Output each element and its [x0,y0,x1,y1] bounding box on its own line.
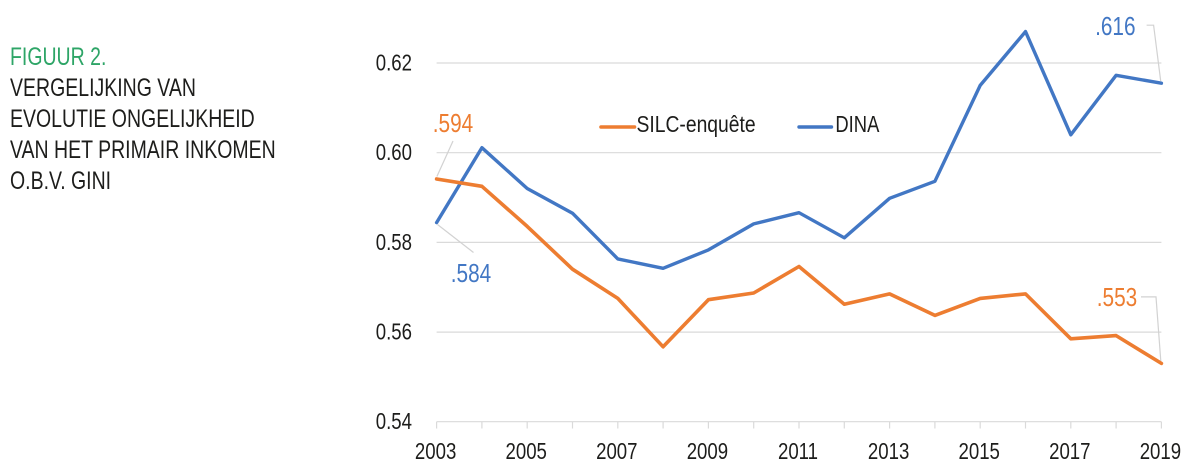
svg-text:VAN HET PRIMAIR INKOMEN: VAN HET PRIMAIR INKOMEN [10,136,276,164]
svg-text:.594: .594 [433,109,473,138]
svg-text:.616: .616 [1095,12,1135,41]
svg-text:2013: 2013 [868,439,909,464]
svg-text:2005: 2005 [505,439,546,464]
svg-text:.584: .584 [451,259,491,288]
svg-text:0.54: 0.54 [376,409,413,434]
svg-text:0.58: 0.58 [376,230,412,255]
svg-text:2011: 2011 [778,439,818,464]
svg-text:2009: 2009 [687,439,728,464]
svg-text:EVOLUTIE ONGELIJKHEID: EVOLUTIE ONGELIJKHEID [10,105,255,133]
svg-text:VERGELIJKING VAN: VERGELIJKING VAN [10,74,196,102]
svg-text:FIGUUR 2.: FIGUUR 2. [10,43,106,71]
svg-text:DINA: DINA [835,112,879,137]
svg-text:.553: .553 [1097,283,1137,312]
svg-text:2015: 2015 [958,439,999,464]
svg-text:0.62: 0.62 [376,51,412,76]
svg-text:2019: 2019 [1140,439,1181,464]
svg-text:2003: 2003 [415,439,456,464]
svg-text:2007: 2007 [596,439,637,464]
svg-text:0.56: 0.56 [376,320,412,345]
svg-text:O.B.V. GINI: O.B.V. GINI [10,167,111,195]
svg-text:SILC-enquête: SILC-enquête [637,113,756,138]
svg-text:0.60: 0.60 [376,140,412,165]
svg-text:2017: 2017 [1049,439,1090,464]
